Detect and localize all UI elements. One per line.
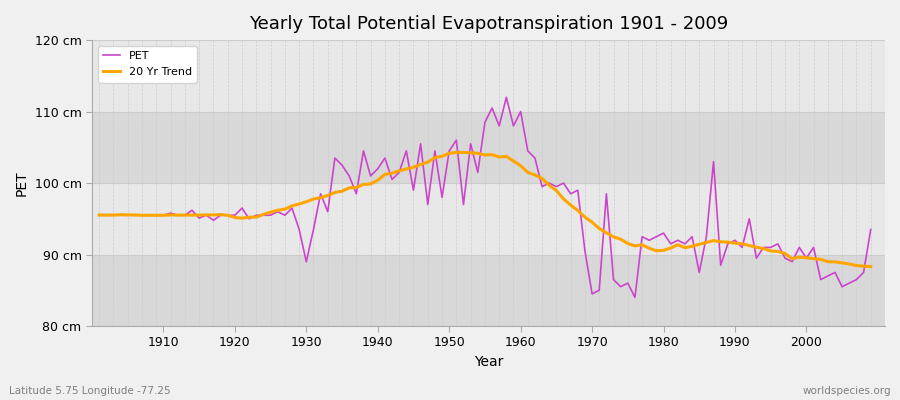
PET	[501, 95, 512, 100]
20 Yr Trend	[451, 150, 462, 155]
20 Yr Trend	[151, 213, 162, 218]
PET	[515, 109, 526, 114]
Legend: PET, 20 Yr Trend: PET, 20 Yr Trend	[97, 46, 197, 82]
PET	[629, 295, 640, 300]
PET	[308, 227, 319, 232]
Text: worldspecies.org: worldspecies.org	[803, 386, 891, 396]
PET	[865, 227, 876, 232]
Title: Yearly Total Potential Evapotranspiration 1901 - 2009: Yearly Total Potential Evapotranspiratio…	[249, 15, 728, 33]
PET	[151, 213, 162, 218]
20 Yr Trend	[308, 197, 319, 202]
Bar	[92, 112, 885, 183]
20 Yr Trend	[865, 264, 876, 269]
20 Yr Trend	[351, 185, 362, 190]
PET	[608, 277, 619, 282]
20 Yr Trend	[522, 170, 533, 175]
Line: 20 Yr Trend: 20 Yr Trend	[99, 152, 870, 266]
20 Yr Trend	[608, 234, 619, 239]
PET	[351, 191, 362, 196]
20 Yr Trend	[515, 163, 526, 168]
PET	[522, 148, 533, 153]
PET	[94, 213, 104, 218]
Line: PET: PET	[99, 97, 870, 298]
X-axis label: Year: Year	[473, 355, 503, 369]
20 Yr Trend	[94, 213, 104, 218]
Text: Latitude 5.75 Longitude -77.25: Latitude 5.75 Longitude -77.25	[9, 386, 171, 396]
Bar	[92, 254, 885, 326]
Y-axis label: PET: PET	[15, 170, 29, 196]
